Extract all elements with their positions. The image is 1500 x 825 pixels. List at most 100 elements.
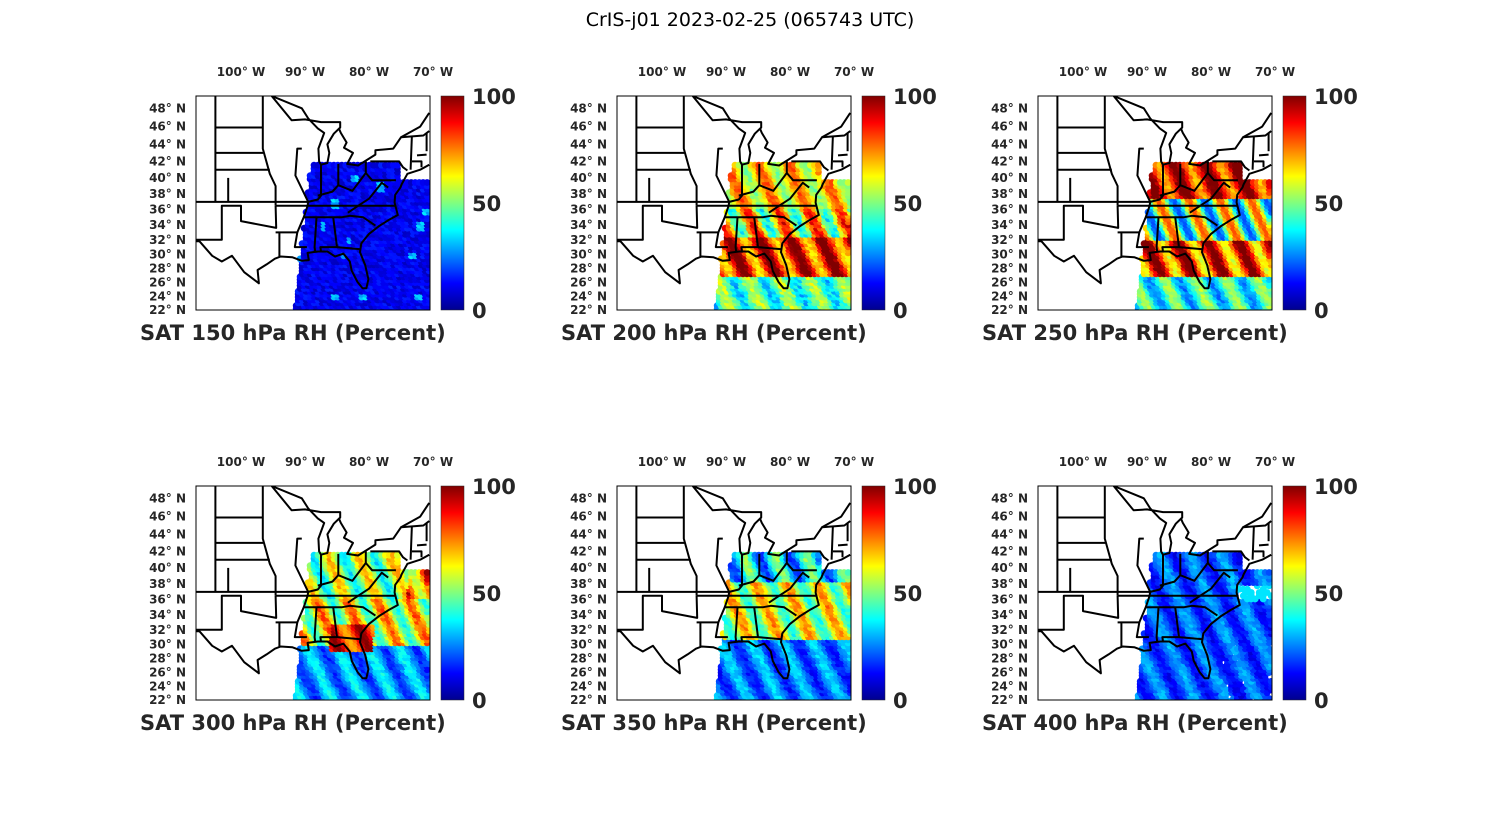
state-border xyxy=(409,135,413,170)
state-border xyxy=(303,214,376,227)
boundaries xyxy=(617,96,851,290)
state-border xyxy=(261,96,277,206)
state-border xyxy=(786,172,817,182)
lat-tick-label: 32° N xyxy=(991,233,1028,247)
state-border xyxy=(1136,147,1152,233)
lon-tick-label: 90° W xyxy=(285,65,325,79)
lat-tick-label: 24° N xyxy=(991,289,1028,303)
lat-tick-label: 44° N xyxy=(149,137,186,151)
state-border xyxy=(357,181,389,207)
lon-tick-label: 80° W xyxy=(770,65,810,79)
lat-tick-label: 32° N xyxy=(149,233,186,247)
lon-tick-label: 70° W xyxy=(1255,65,1295,79)
lat-tick-label: 46° N xyxy=(991,120,1028,134)
great-lakes-border xyxy=(337,128,430,167)
lat-tick-label: 28° N xyxy=(570,262,607,276)
state-border xyxy=(1155,217,1160,252)
colorbar-tick-label: 0 xyxy=(472,299,487,323)
rh-data-layer xyxy=(1134,161,1272,310)
colorbar-tick-label: 100 xyxy=(472,85,516,109)
lat-tick-label: 26° N xyxy=(991,276,1028,290)
state-border xyxy=(319,217,338,252)
state-border xyxy=(1149,164,1164,203)
lat-tick-label: 48° N xyxy=(570,101,607,115)
lat-tick-label: 30° N xyxy=(149,247,186,261)
data-point xyxy=(423,179,430,186)
state-border xyxy=(738,184,761,197)
lat-tick-label: 38° N xyxy=(991,187,1028,201)
lat-tick-label: 24° N xyxy=(570,289,607,303)
state-border xyxy=(1117,231,1149,249)
state-border xyxy=(1179,161,1209,192)
state-border xyxy=(617,204,699,241)
lat-tick-label: 40° N xyxy=(149,171,186,185)
lat-tick-label: 44° N xyxy=(570,137,607,151)
state-border xyxy=(728,164,743,203)
map-panel: 100° W 90° W 80° W 70° W48° N46° N44° N42° … xyxy=(140,455,516,735)
state-border xyxy=(1189,204,1201,214)
state-border xyxy=(830,135,834,170)
great-lakes-border xyxy=(270,96,342,166)
rh-data-layer xyxy=(292,551,430,700)
boundaries xyxy=(196,96,430,290)
colorbar xyxy=(1282,95,1307,311)
state-border xyxy=(778,181,810,207)
data-point xyxy=(844,179,851,186)
lat-tick-label: 38° N xyxy=(149,187,186,201)
lat-tick-label: 42° N xyxy=(149,154,186,168)
state-border xyxy=(1258,153,1269,157)
state-border xyxy=(370,160,408,172)
map-frame xyxy=(195,95,431,311)
state-border xyxy=(758,161,788,192)
state-border xyxy=(313,217,318,252)
lat-tick-label: 36° N xyxy=(570,203,607,217)
state-border xyxy=(682,96,698,206)
lat-tick-label: 30° N xyxy=(570,247,607,261)
state-border xyxy=(416,153,427,157)
lon-tick-label: 90° W xyxy=(706,65,746,79)
colorbar-tick-label: 100 xyxy=(1314,85,1358,109)
lon-tick-label: 100° W xyxy=(217,65,265,79)
great-lakes-border xyxy=(691,96,763,166)
lat-tick-label: 30° N xyxy=(991,247,1028,261)
map-panel: 100° W 90° W 80° W 70° W48° N46° N44° N42° … xyxy=(982,65,1358,345)
state-border xyxy=(696,231,728,249)
state-border xyxy=(724,214,797,227)
map-frame xyxy=(616,95,852,311)
data-point xyxy=(394,161,401,169)
state-border xyxy=(307,164,322,203)
lon-tick-label: 70° W xyxy=(834,65,874,79)
lat-tick-label: 46° N xyxy=(570,120,607,134)
great-lakes-border xyxy=(1242,112,1272,139)
state-border xyxy=(1207,172,1238,182)
lat-tick-label: 42° N xyxy=(991,154,1028,168)
lat-tick-label: 34° N xyxy=(149,218,186,232)
colorbar-tick-label: 50 xyxy=(472,192,501,216)
rh-data-layer xyxy=(713,161,851,310)
data-point xyxy=(815,161,822,169)
state-border xyxy=(757,246,782,251)
lat-tick-label: 48° N xyxy=(149,101,186,115)
state-border xyxy=(1251,135,1255,170)
lat-tick-label: 38° N xyxy=(570,187,607,201)
colorbar xyxy=(861,95,886,311)
state-border xyxy=(832,160,844,168)
colorbar-tick-label: 50 xyxy=(893,192,922,216)
state-border xyxy=(1159,184,1182,197)
lat-tick-label: 28° N xyxy=(991,262,1028,276)
state-border xyxy=(1145,214,1218,227)
lat-tick-label: 22° N xyxy=(570,303,607,317)
colorbar-tick-label: 0 xyxy=(893,299,908,323)
state-border xyxy=(317,184,340,197)
great-lakes-border xyxy=(1179,128,1272,167)
lat-tick-label: 40° N xyxy=(991,171,1028,185)
colorbar-tick-label: 100 xyxy=(893,85,937,109)
lat-tick-label: 22° N xyxy=(991,303,1028,317)
state-border xyxy=(837,153,848,157)
lat-tick-label: 36° N xyxy=(149,203,186,217)
lon-tick-label: 70° W xyxy=(413,65,453,79)
rh-data-layer xyxy=(292,161,430,310)
colorbar xyxy=(440,95,465,311)
state-border xyxy=(1161,217,1180,252)
